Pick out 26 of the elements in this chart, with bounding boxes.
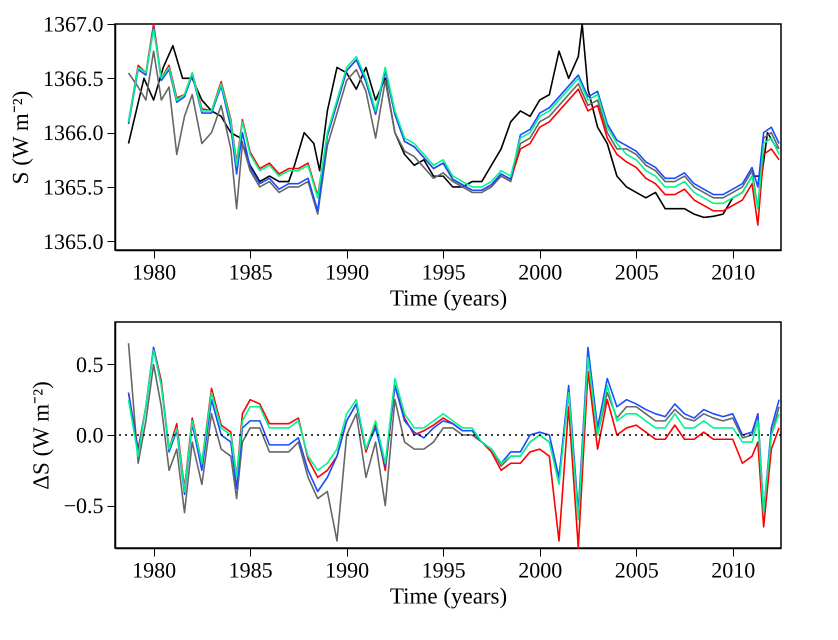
x-tick-label: 2010: [711, 260, 756, 284]
y-axis-title: ΔS (W m⁻²): [28, 381, 54, 490]
y-tick-label: 1365.0: [43, 228, 104, 254]
x-tick-label: 2000: [518, 260, 562, 284]
x-axis-title: Time (years): [390, 584, 508, 608]
x-tick-label: 1985: [228, 558, 273, 582]
y-tick-label: 0.0: [76, 422, 104, 448]
x-axis-title: Time (years): [390, 286, 508, 310]
y-axis-title: S (W m⁻²): [8, 90, 33, 184]
x-tick-label: 1980: [132, 558, 176, 582]
y-tick-label: 0.5: [76, 352, 104, 377]
x-tick-label: 2005: [614, 558, 659, 582]
x-tick-label: 2005: [614, 260, 659, 284]
y-tick-label: 1366.0: [43, 120, 104, 146]
x-tick-label: 2000: [518, 558, 562, 582]
x-tick-label: 1990: [325, 558, 370, 582]
y-tick-label: −0.5: [64, 493, 104, 518]
x-tick-label: 1995: [422, 558, 466, 582]
x-tick-label: 2010: [711, 558, 756, 582]
y-tick-label: 1367.0: [43, 12, 104, 36]
y-tick-label: 1366.5: [43, 66, 104, 91]
y-tick-label: 1365.5: [43, 174, 104, 200]
x-tick-label: 1990: [325, 260, 370, 284]
x-tick-label: 1985: [228, 260, 273, 284]
x-tick-label: 1995: [422, 260, 466, 284]
x-tick-label: 1980: [132, 260, 176, 284]
